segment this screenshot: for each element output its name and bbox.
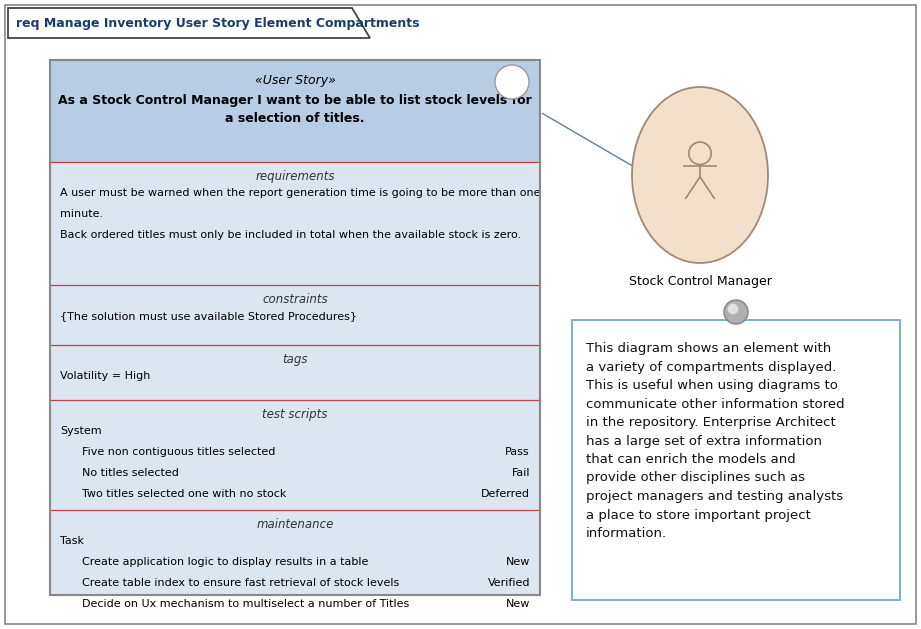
Text: requirements: requirements: [255, 170, 334, 183]
Text: System: System: [60, 426, 101, 436]
Text: As a Stock Control Manager I want to be able to list stock levels for
a selectio: As a Stock Control Manager I want to be …: [58, 94, 531, 125]
Text: Deferred: Deferred: [481, 489, 530, 499]
Polygon shape: [8, 8, 370, 38]
Text: minute.: minute.: [60, 209, 103, 219]
Text: No titles selected: No titles selected: [82, 468, 179, 478]
Circle shape: [495, 65, 529, 99]
Text: {The solution must use available Stored Procedures}: {The solution must use available Stored …: [60, 311, 357, 321]
Ellipse shape: [632, 87, 768, 263]
Text: A user must be warned when the report generation time is going to be more than o: A user must be warned when the report ge…: [60, 188, 541, 198]
FancyBboxPatch shape: [50, 60, 540, 595]
Circle shape: [724, 300, 748, 324]
Text: test scripts: test scripts: [262, 408, 328, 421]
Text: maintenance: maintenance: [256, 518, 333, 531]
Text: Two titles selected one with no stock: Two titles selected one with no stock: [82, 489, 286, 499]
Text: Decide on Ux mechanism to multiselect a number of Titles: Decide on Ux mechanism to multiselect a …: [82, 599, 409, 609]
Text: Pass: Pass: [506, 447, 530, 457]
Text: New: New: [506, 557, 530, 567]
Text: Back ordered titles must only be included in total when the available stock is z: Back ordered titles must only be include…: [60, 230, 521, 240]
FancyBboxPatch shape: [5, 5, 916, 624]
Text: Fail: Fail: [511, 468, 530, 478]
FancyBboxPatch shape: [50, 60, 540, 162]
Text: Task: Task: [60, 536, 84, 546]
Text: New: New: [506, 599, 530, 609]
Text: Create table index to ensure fast retrieval of stock levels: Create table index to ensure fast retrie…: [82, 578, 399, 588]
Text: Five non contiguous titles selected: Five non contiguous titles selected: [82, 447, 275, 457]
Text: tags: tags: [282, 353, 308, 366]
Text: req Manage Inventory User Story Element Compartments: req Manage Inventory User Story Element …: [16, 16, 419, 30]
Text: «User Story»: «User Story»: [254, 74, 335, 87]
Text: Volatility = High: Volatility = High: [60, 371, 150, 381]
Text: Create application logic to display results in a table: Create application logic to display resu…: [82, 557, 368, 567]
Circle shape: [728, 304, 739, 314]
FancyBboxPatch shape: [572, 320, 900, 600]
Text: constraints: constraints: [262, 293, 328, 306]
Text: This diagram shows an element with
a variety of compartments displayed.
This is : This diagram shows an element with a var…: [586, 342, 845, 540]
Text: Verified: Verified: [487, 578, 530, 588]
Text: Stock Control Manager: Stock Control Manager: [628, 275, 772, 288]
